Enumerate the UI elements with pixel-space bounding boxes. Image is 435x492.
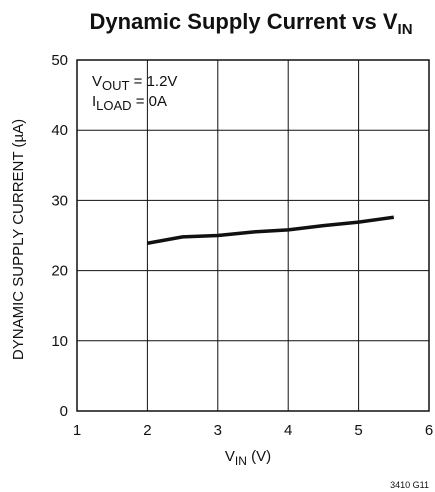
chart-title: Dynamic Supply Current vs VIN [89,9,412,38]
x-tick-label: 4 [284,422,292,439]
gridlines [77,60,429,411]
y-tick-label: 50 [51,52,68,69]
y-axis-label: DYNAMIC SUPPLY CURRENT (µA) [10,119,27,360]
annotation-vout: VOUT = 1.2V [92,73,177,93]
x-tick-label: 1 [73,422,81,439]
plot-frame [76,59,430,412]
series-layer [147,215,395,245]
y-tick-label: 40 [51,122,68,139]
x-tick-labels: 1 2 3 4 5 6 [73,422,433,439]
y-tick-label: 20 [51,263,68,280]
x-axis-label: VIN (V) [225,448,271,468]
annotation-iload: ILOAD = 0A [92,93,167,113]
x-tick-label: 2 [143,422,151,439]
figure-id: 3410 G11 [390,480,429,490]
y-tick-labels: 0 10 20 30 40 50 [51,52,68,420]
x-tick-label: 3 [214,422,222,439]
x-tick-label: 5 [354,422,362,439]
chart-title-subscript: IN [398,21,413,38]
chart-title-main: Dynamic Supply Current vs V [89,9,397,34]
y-tick-label: 0 [60,403,68,420]
series-line [147,215,395,245]
y-tick-label: 10 [51,333,68,350]
y-tick-label: 30 [51,192,68,209]
x-tick-label: 6 [425,422,433,439]
